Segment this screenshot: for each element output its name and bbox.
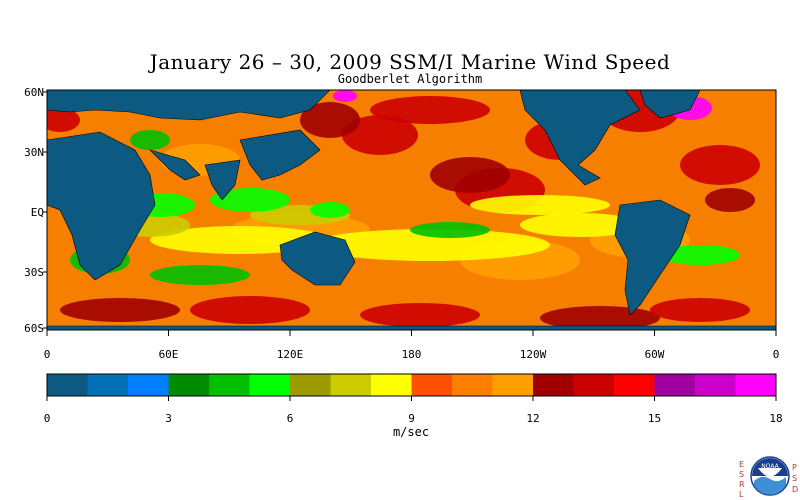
colorbar-swatch (695, 374, 736, 396)
wind-patch (130, 130, 170, 150)
map-plot-area (47, 90, 776, 330)
wind-patch (60, 298, 180, 322)
colorbar-swatch (47, 374, 88, 396)
land-mass (47, 325, 776, 330)
wind-patch (360, 303, 480, 327)
wind-patch (310, 202, 350, 218)
colorbar-tick-label: 12 (526, 412, 539, 425)
wind-patch (370, 96, 490, 124)
wind-patch (190, 296, 310, 324)
wind-patch (705, 188, 755, 212)
colorbar-units-label: m/sec (392, 425, 430, 439)
wind-patch (300, 102, 360, 138)
wind-patch (520, 213, 640, 237)
land-mass (47, 90, 331, 121)
colorbar (46, 373, 777, 397)
land-mass (204, 159, 241, 201)
colorbar-swatch (533, 374, 574, 396)
latitude-label: 60N (24, 86, 44, 99)
colorbar-tick-label: 0 (44, 412, 51, 425)
longitude-label: 120W (520, 348, 547, 361)
wind-patch (333, 90, 357, 102)
svg-text:NOAA: NOAA (761, 463, 779, 470)
map-title: January 26 – 30, 2009 SSM/I Marine Wind … (149, 50, 671, 74)
colorbar-swatch (492, 374, 534, 396)
wind-patch (430, 157, 510, 193)
latitude-label: 30S (24, 266, 44, 279)
latitude-label: 60S (24, 322, 44, 335)
wind-patch (650, 298, 750, 322)
longitude-label: 180 (402, 348, 422, 361)
longitude-label: 60W (645, 348, 665, 361)
colorbar-tick-label: 9 (408, 412, 415, 425)
latitude-axis: 60N 30N EQ 30S 60S (24, 86, 47, 335)
colorbar-swatch (168, 374, 210, 396)
colorbar-swatch (654, 374, 696, 396)
colorbar-swatch (249, 374, 291, 396)
colorbar-swatch (735, 374, 777, 396)
wind-patch (310, 229, 550, 261)
colorbar-swatch (573, 374, 615, 396)
land-masses (47, 90, 776, 330)
colorbar-swatch (290, 374, 331, 396)
wind-patch (410, 222, 490, 238)
land-mass (519, 90, 641, 186)
longitude-label: 0 (44, 348, 51, 361)
land-mass (239, 129, 321, 181)
colorbar-ticks: 0 3 6 9 12 15 18 (44, 396, 783, 425)
wind-patch (47, 108, 80, 132)
colorbar-swatch (452, 374, 493, 396)
colorbar-tick-label: 6 (287, 412, 294, 425)
wind-patch (342, 115, 418, 155)
colorbar-tick-label: 18 (769, 412, 782, 425)
longitude-axis: 0 60E 120E 180 120W 60W 0 (44, 330, 780, 361)
colorbar-swatch (87, 374, 129, 396)
wind-patch (150, 265, 250, 285)
latitude-label: 30N (24, 146, 44, 159)
land-mass (279, 231, 356, 286)
land-mass (47, 131, 156, 281)
land-mass (614, 199, 691, 316)
colorbar-tick-label: 3 (165, 412, 172, 425)
longitude-label: 0 (773, 348, 780, 361)
colorbar-swatch (330, 374, 372, 396)
colorbar-swatch (209, 374, 250, 396)
colorbar-swatch (411, 374, 453, 396)
longitude-label: 120E (277, 348, 304, 361)
wind-patch (680, 145, 760, 185)
map-subtitle: Goodberlet Algorithm (337, 72, 483, 86)
land-mass (148, 149, 201, 181)
longitude-label: 60E (159, 348, 179, 361)
colorbar-tick-label: 15 (648, 412, 661, 425)
wind-patch (210, 188, 290, 212)
noaa-logo-icon: NOAA (750, 456, 790, 496)
land-mass (639, 90, 701, 119)
wind-patch (470, 195, 610, 215)
colorbar-swatch (128, 374, 169, 396)
colorbar-swatch (371, 374, 412, 396)
colorbar-swatch (614, 374, 655, 396)
wind-patch (660, 245, 740, 265)
latitude-label: EQ (31, 206, 44, 219)
